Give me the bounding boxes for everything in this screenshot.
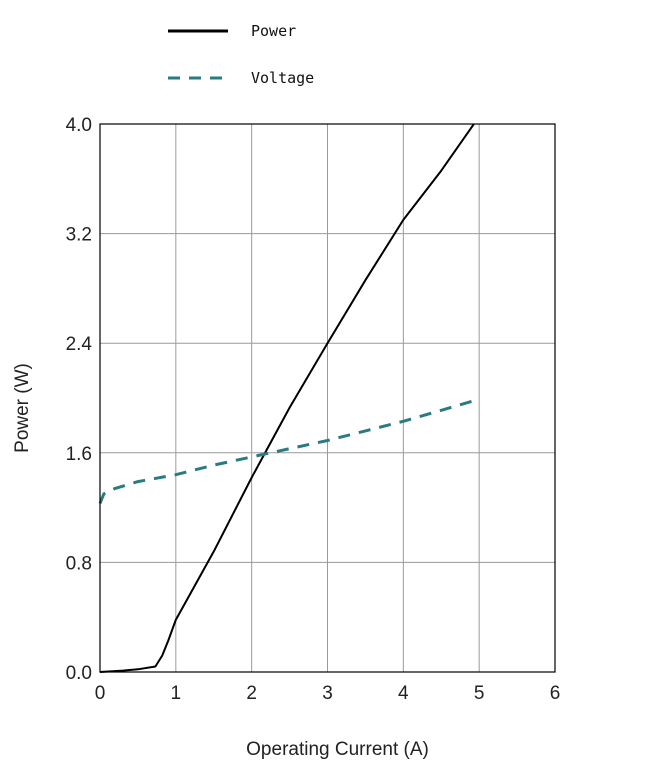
legend-label-voltage: Voltage: [251, 69, 314, 87]
x-tick-label-0: 0: [95, 683, 106, 704]
y-tick-label-1: 0.8: [66, 553, 92, 574]
x-axis-title: Operating Current (A): [246, 739, 429, 760]
legend-label-power: Power: [251, 22, 296, 40]
series-layer: [98, 123, 475, 673]
y-tick-label-3: 2.4: [66, 334, 93, 355]
x-tick-label-1: 1: [171, 683, 182, 704]
y-axis-title: Power (W): [12, 363, 33, 453]
grid: [100, 124, 555, 672]
y-tick-label-0: 0.0: [66, 663, 92, 684]
y-tick-label-2: 1.6: [66, 444, 92, 465]
x-tick-label-5: 5: [474, 683, 485, 704]
plot-frame: [99, 123, 556, 673]
y-tick-label-4: 3.2: [66, 225, 92, 246]
x-tick-label-4: 4: [398, 683, 409, 704]
x-tick-label-2: 2: [246, 683, 257, 704]
legend: Power Voltage: [168, 22, 314, 87]
x-tick-label-3: 3: [322, 683, 333, 704]
tick-labels: 0 1 2 3 4 5 6 0.0 0.8 1.6 2.4 3.2 4.0: [66, 115, 561, 704]
series-line-voltage: [98, 399, 475, 505]
y-tick-label-5: 4.0: [66, 115, 92, 136]
x-tick-label-6: 6: [550, 683, 561, 704]
series-line-power: [99, 123, 475, 673]
